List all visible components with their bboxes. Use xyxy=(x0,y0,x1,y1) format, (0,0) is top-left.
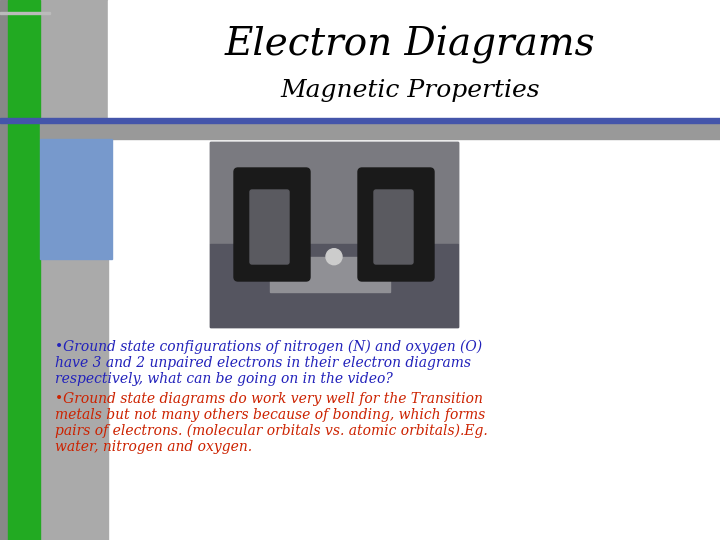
FancyBboxPatch shape xyxy=(374,190,413,264)
Bar xyxy=(210,244,458,327)
Bar xyxy=(40,0,108,540)
Text: metals but not many others because of bonding, which forms: metals but not many others because of bo… xyxy=(55,408,485,422)
Bar xyxy=(40,123,720,139)
Circle shape xyxy=(326,249,342,265)
Text: •Ground state configurations of nitrogen (N) and oxygen (O): •Ground state configurations of nitrogen… xyxy=(55,340,482,354)
Bar xyxy=(210,142,458,327)
Bar xyxy=(210,142,458,244)
Bar xyxy=(0,0,8,540)
Text: •Ground state diagrams do work very well for the Transition: •Ground state diagrams do work very well… xyxy=(55,392,483,406)
Bar xyxy=(270,256,390,292)
Text: pairs of electrons. (molecular orbitals vs. atomic orbitals).Eg.: pairs of electrons. (molecular orbitals … xyxy=(55,424,487,438)
Bar xyxy=(0,12,50,14)
FancyBboxPatch shape xyxy=(358,168,434,281)
Text: Magnetic Properties: Magnetic Properties xyxy=(280,78,540,102)
Text: water, nitrogen and oxygen.: water, nitrogen and oxygen. xyxy=(55,440,252,454)
FancyBboxPatch shape xyxy=(234,168,310,281)
Bar xyxy=(40,139,112,259)
Bar xyxy=(8,0,40,540)
Text: Electron Diagrams: Electron Diagrams xyxy=(225,26,595,64)
Bar xyxy=(108,0,720,120)
FancyBboxPatch shape xyxy=(250,190,289,264)
Text: have 3 and 2 unpaired electrons in their electron diagrams: have 3 and 2 unpaired electrons in their… xyxy=(55,356,471,370)
Bar xyxy=(0,118,720,123)
Text: respectively, what can be going on in the video?: respectively, what can be going on in th… xyxy=(55,372,393,386)
